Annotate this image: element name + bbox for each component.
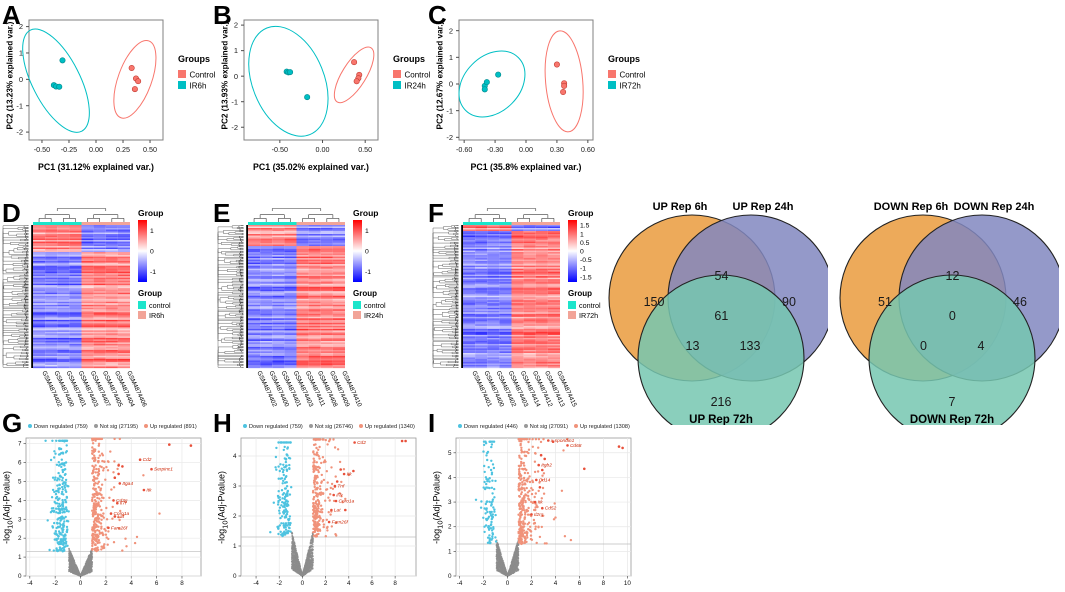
svg-text:Groups: Groups — [393, 54, 425, 64]
svg-text:Group: Group — [353, 289, 377, 298]
svg-text:0.50: 0.50 — [143, 145, 157, 154]
svg-text:1.5: 1.5 — [580, 223, 590, 230]
svg-text:Group: Group — [138, 289, 162, 298]
svg-text:-1: -1 — [16, 101, 23, 110]
svg-text:-1: -1 — [231, 97, 238, 106]
svg-text:Groups: Groups — [178, 54, 210, 64]
svg-text:-1.5: -1.5 — [580, 274, 592, 281]
svg-text:control: control — [364, 301, 386, 310]
svg-text:0: 0 — [19, 75, 23, 84]
svg-text:Group: Group — [568, 208, 594, 218]
svg-text:-0.50: -0.50 — [272, 145, 288, 154]
svg-text:0: 0 — [234, 72, 238, 81]
svg-text:-1: -1 — [580, 266, 586, 273]
svg-text:Control: Control — [405, 71, 431, 80]
svg-text:Group: Group — [568, 289, 592, 298]
svg-text:-1: -1 — [365, 269, 371, 276]
svg-text:0.50: 0.50 — [358, 145, 372, 154]
svg-text:-1: -1 — [150, 269, 156, 276]
svg-text:1: 1 — [580, 231, 584, 238]
svg-text:-0.25: -0.25 — [61, 145, 77, 154]
svg-text:-0.5: -0.5 — [580, 257, 592, 264]
svg-text:Group: Group — [138, 208, 164, 218]
svg-text:IR6h: IR6h — [190, 82, 207, 91]
svg-text:0.00: 0.00 — [316, 145, 330, 154]
svg-text:IR6h: IR6h — [149, 311, 164, 320]
svg-text:1: 1 — [365, 228, 369, 235]
svg-text:IR24h: IR24h — [405, 82, 426, 91]
svg-text:0: 0 — [150, 249, 154, 256]
svg-text:0.00: 0.00 — [89, 145, 103, 154]
svg-text:1: 1 — [150, 228, 154, 235]
svg-text:0: 0 — [580, 249, 584, 256]
svg-text:2: 2 — [234, 21, 238, 30]
svg-text:control: control — [149, 301, 171, 310]
svg-text:1: 1 — [19, 49, 23, 58]
svg-text:0: 0 — [365, 249, 369, 256]
svg-text:-0.50: -0.50 — [34, 145, 50, 154]
svg-text:0.5: 0.5 — [580, 240, 590, 247]
svg-text:2: 2 — [19, 22, 23, 31]
svg-text:1: 1 — [234, 46, 238, 55]
svg-text:0.25: 0.25 — [116, 145, 130, 154]
svg-text:IR72h: IR72h — [579, 311, 598, 320]
svg-text:-2: -2 — [16, 128, 23, 137]
svg-text:-2: -2 — [231, 123, 238, 132]
svg-text:IR24h: IR24h — [364, 311, 383, 320]
svg-text:Group: Group — [353, 208, 379, 218]
svg-text:Control: Control — [190, 71, 216, 80]
